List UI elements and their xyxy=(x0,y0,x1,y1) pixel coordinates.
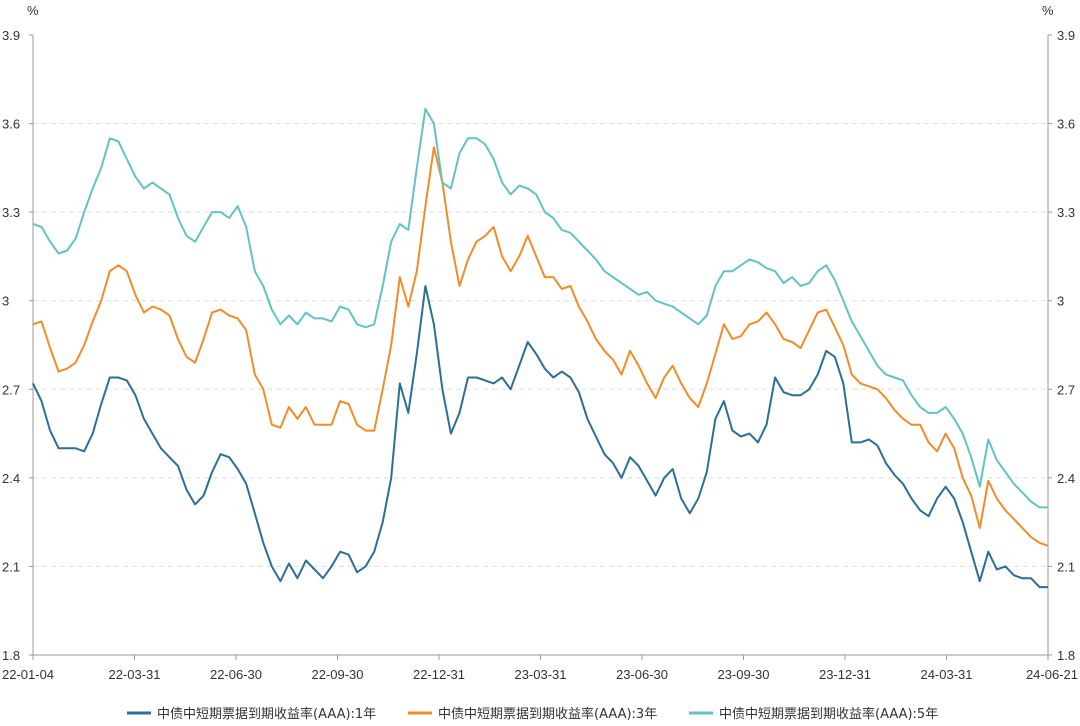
x-tick-label: 23-09-30 xyxy=(717,667,769,682)
x-tick-label: 22-01-04 xyxy=(2,667,54,682)
x-tick-label: 24-06-21 xyxy=(1026,667,1078,682)
x-tick-label: 23-06-30 xyxy=(616,667,668,682)
y-tick-label-right: 3.6 xyxy=(1057,117,1075,132)
left-unit-label: % xyxy=(27,3,39,18)
series-line-3 xyxy=(32,107,1048,509)
legend-label-2: 中债中短期票据到期收益率(AAA):3年 xyxy=(438,706,657,722)
y-ticks-right: 3.9 3.6 3.3 3 2.7 2.4 2.1 1.8 xyxy=(1048,28,1075,663)
y-tick-label-right: 3 xyxy=(1057,294,1064,309)
x-tick-label: 22-03-31 xyxy=(108,667,160,682)
x-tick-label: 22-09-30 xyxy=(311,667,363,682)
y-tick-label-left: 2.4 xyxy=(2,471,20,486)
y-tick-label-right: 3.9 xyxy=(1057,28,1075,43)
y-tick-label-left: 3 xyxy=(2,294,9,309)
right-unit-label: % xyxy=(1042,3,1054,18)
series-lines xyxy=(32,107,1049,589)
y-tick-label-right: 2.1 xyxy=(1057,559,1075,574)
y-tick-label-left: 3.6 xyxy=(2,117,20,132)
legend-label-1: 中债中短期票据到期收益率(AAA):1年 xyxy=(157,706,376,722)
y-tick-label-right: 1.8 xyxy=(1057,648,1075,663)
y-tick-label-left: 2.7 xyxy=(2,382,20,397)
y-tick-label-left: 3.9 xyxy=(2,28,20,43)
y-ticks-left: 3.9 3.6 3.3 3 2.7 2.4 2.1 1.8 xyxy=(2,28,33,663)
y-tick-label-right: 3.3 xyxy=(1057,205,1075,220)
x-tick-label: 23-03-31 xyxy=(514,667,566,682)
x-tick-label: 24-03-31 xyxy=(920,667,972,682)
series-line-2 xyxy=(32,146,1049,547)
y-tick-label-left: 2.1 xyxy=(2,559,20,574)
y-tick-label-right: 2.7 xyxy=(1057,382,1075,397)
x-ticks: 22-01-04 22-03-31 22-06-30 22-09-30 22-12-31… xyxy=(2,655,1078,682)
grid-lines xyxy=(33,123,1048,567)
y-tick-label-right: 2.4 xyxy=(1057,471,1075,486)
x-tick-label: 22-12-31 xyxy=(413,667,465,682)
series-line-1 xyxy=(32,285,1048,589)
x-tick-label: 22-06-30 xyxy=(210,667,262,682)
y-tick-label-left: 1.8 xyxy=(2,648,20,663)
legend-label-3: 中债中短期票据到期收益率(AAA):5年 xyxy=(719,706,938,722)
axes xyxy=(32,35,1049,656)
x-tick-label: 23-12-31 xyxy=(819,667,871,682)
legend: 中债中短期票据到期收益率(AAA):1年 中债中短期票据到期收益率(AAA):3年… xyxy=(127,706,938,722)
y-tick-label-left: 3.3 xyxy=(2,205,20,220)
